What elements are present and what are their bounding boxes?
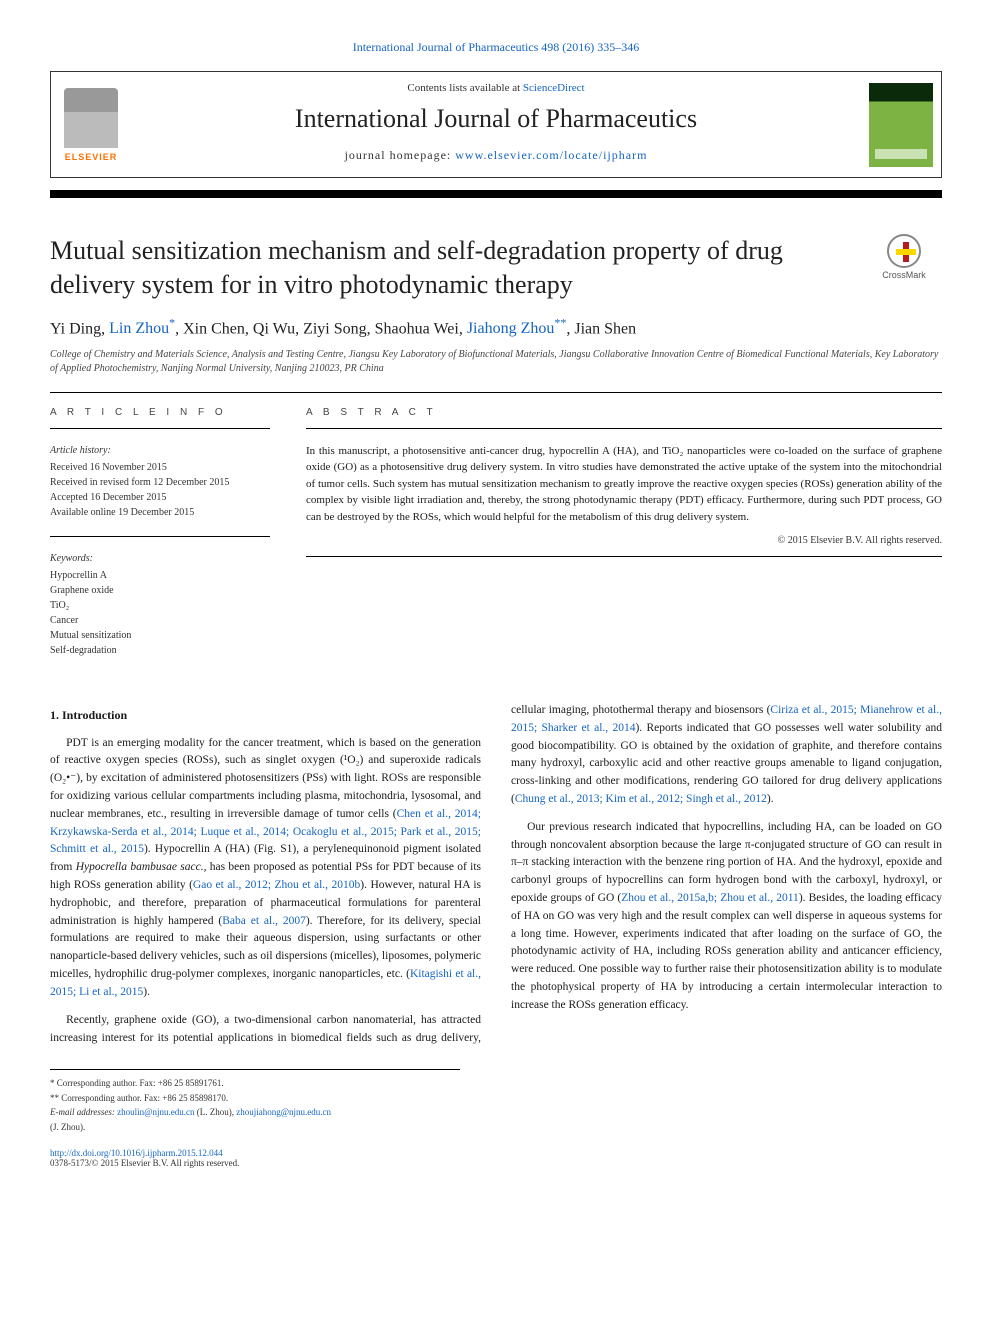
abstract-text: In this manuscript, a photosensitive ant… bbox=[306, 443, 942, 526]
keyword: Graphene oxide bbox=[50, 583, 270, 598]
email-link[interactable]: zhoujiahong@njnu.edu.cn bbox=[236, 1107, 331, 1117]
paragraph: PDT is an emerging modality for the canc… bbox=[50, 735, 481, 1002]
history-item: Received 16 November 2015 bbox=[50, 460, 270, 475]
email-who: (L. Zhou), bbox=[194, 1107, 236, 1117]
elsevier-text: ELSEVIER bbox=[65, 152, 118, 162]
author-corresponding[interactable]: Jiahong Zhou** bbox=[467, 320, 567, 337]
text: ). Besides, the loading efficacy of HA o… bbox=[511, 892, 942, 1011]
keyword: TiO₂ bbox=[50, 598, 270, 613]
species-name: Hypocrella bambusae sacc. bbox=[76, 861, 204, 873]
journal-homepage: journal homepage: www.elsevier.com/locat… bbox=[131, 148, 861, 163]
divider bbox=[50, 428, 270, 429]
email-link[interactable]: zhoulin@njnu.edu.cn bbox=[117, 1107, 194, 1117]
cover-thumbnail-icon bbox=[869, 83, 933, 167]
history-item: Accepted 16 December 2015 bbox=[50, 490, 270, 505]
top-citation: International Journal of Pharmaceutics 4… bbox=[50, 40, 942, 55]
citation-link[interactable]: Gao et al., 2012; Zhou et al., 2010b bbox=[193, 879, 360, 891]
text: ). bbox=[143, 986, 150, 998]
doi-block: http://dx.doi.org/10.1016/j.ijpharm.2015… bbox=[50, 1148, 942, 1168]
contents-line: Contents lists available at ScienceDirec… bbox=[131, 82, 861, 94]
divider bbox=[50, 536, 270, 537]
footnote-emails: E-mail addresses: zhoulin@njnu.edu.cn (L… bbox=[50, 1105, 460, 1134]
author-name: Jiahong Zhou bbox=[467, 320, 555, 337]
journal-name: International Journal of Pharmaceutics bbox=[131, 104, 861, 134]
section-heading: 1. Introduction bbox=[50, 706, 481, 725]
author: Shaohua Wei bbox=[375, 320, 459, 337]
history-item: Available online 19 December 2015 bbox=[50, 505, 270, 520]
footnote: * Corresponding author. Fax: +86 25 8589… bbox=[50, 1076, 460, 1090]
paragraph: Our previous research indicated that hyp… bbox=[511, 819, 942, 1015]
citation-link[interactable]: Zhou et al., 2015a,b; Zhou et al., 2011 bbox=[621, 892, 799, 904]
affiliation: College of Chemistry and Materials Scien… bbox=[50, 348, 942, 376]
author-corresponding[interactable]: Lin Zhou* bbox=[109, 320, 175, 337]
author: Xin Chen bbox=[183, 320, 245, 337]
doi-link[interactable]: http://dx.doi.org/10.1016/j.ijpharm.2015… bbox=[50, 1148, 223, 1158]
article-info-column: A R T I C L E I N F O Article history: R… bbox=[50, 407, 270, 674]
issn-copyright: 0378-5173/© 2015 Elsevier B.V. All right… bbox=[50, 1158, 239, 1168]
article-info-heading: A R T I C L E I N F O bbox=[50, 407, 270, 418]
keyword: Hypocrellin A bbox=[50, 568, 270, 583]
authors-line: Yi Ding, Lin Zhou*, Xin Chen, Qi Wu, Ziy… bbox=[50, 316, 942, 338]
homepage-link[interactable]: www.elsevier.com/locate/ijpharm bbox=[455, 148, 647, 162]
body-text: 1. Introduction PDT is an emerging modal… bbox=[50, 702, 942, 1047]
author-name: Lin Zhou bbox=[109, 320, 169, 337]
author: Ziyi Song bbox=[303, 320, 367, 337]
history-item: Received in revised form 12 December 201… bbox=[50, 475, 270, 490]
keywords-label: Keywords: bbox=[50, 551, 270, 566]
citation-link[interactable]: Chung et al., 2013; Kim et al., 2012; Si… bbox=[515, 793, 767, 805]
author: Yi Ding bbox=[50, 320, 101, 337]
keyword: Self-degradation bbox=[50, 643, 270, 658]
keyword: Mutual sensitization bbox=[50, 628, 270, 643]
journal-cover bbox=[861, 72, 941, 177]
abstract-copyright: © 2015 Elsevier B.V. All rights reserved… bbox=[306, 535, 942, 546]
author: Jian Shen bbox=[574, 320, 636, 337]
article-history: Article history: Received 16 November 20… bbox=[50, 443, 270, 520]
abstract-heading: A B S T R A C T bbox=[306, 407, 942, 418]
citation-link[interactable]: Baba et al., 2007 bbox=[222, 915, 306, 927]
email-label: E-mail addresses: bbox=[50, 1107, 117, 1117]
email-who: (J. Zhou). bbox=[50, 1122, 85, 1132]
homepage-prefix: journal homepage: bbox=[345, 148, 456, 162]
elsevier-logo: ELSEVIER bbox=[51, 72, 131, 177]
journal-header: ELSEVIER Contents lists available at Sci… bbox=[50, 71, 942, 178]
history-label: Article history: bbox=[50, 443, 270, 458]
divider bbox=[50, 392, 942, 393]
article-title: Mutual sensitization mechanism and self-… bbox=[50, 234, 850, 302]
elsevier-tree-icon bbox=[64, 88, 118, 148]
crossmark-icon bbox=[887, 234, 921, 268]
author: Qi Wu bbox=[253, 320, 295, 337]
divider bbox=[306, 556, 942, 557]
header-center: Contents lists available at ScienceDirec… bbox=[131, 72, 861, 177]
text: ). bbox=[767, 793, 774, 805]
crossmark-badge[interactable]: CrossMark bbox=[866, 234, 942, 280]
footnotes: * Corresponding author. Fax: +86 25 8589… bbox=[50, 1069, 460, 1134]
keywords-block: Keywords: Hypocrellin A Graphene oxide T… bbox=[50, 551, 270, 658]
divider bbox=[306, 428, 942, 429]
sciencedirect-link[interactable]: ScienceDirect bbox=[523, 82, 585, 94]
top-citation-link[interactable]: International Journal of Pharmaceutics 4… bbox=[353, 40, 640, 54]
abstract-column: A B S T R A C T In this manuscript, a ph… bbox=[306, 407, 942, 674]
footnote: ** Corresponding author. Fax: +86 25 858… bbox=[50, 1091, 460, 1105]
crossmark-label: CrossMark bbox=[882, 270, 926, 280]
header-divider bbox=[50, 190, 942, 198]
contents-prefix: Contents lists available at bbox=[407, 82, 522, 94]
keyword: Cancer bbox=[50, 613, 270, 628]
